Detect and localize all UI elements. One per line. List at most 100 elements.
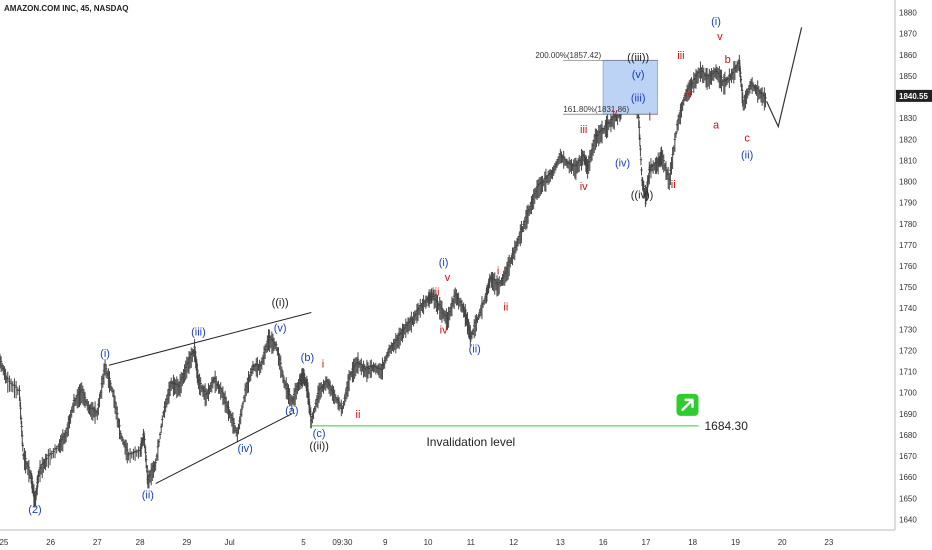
fib-label-200: 200.00%(1857.42)	[535, 51, 601, 60]
wave-label: (i)	[439, 257, 449, 269]
x-tick-label: 27	[93, 538, 102, 547]
price-candles	[0, 54, 767, 508]
projection-path	[766, 27, 803, 129]
wave-label: ((i))	[272, 297, 289, 309]
wave-label: v	[717, 31, 723, 43]
wave-label: (i)	[100, 348, 110, 360]
wave-label: (ii)	[741, 149, 753, 161]
invalidation-line-group: Invalidation level 1684.30	[311, 393, 748, 449]
arrow-icon-glyph	[681, 398, 694, 412]
y-tick-label: 1810	[899, 156, 917, 165]
x-tick-label: 13	[556, 538, 565, 547]
y-tick-label: 1820	[899, 135, 917, 144]
last-price-label: 1840.55	[899, 92, 928, 101]
x-tick-label: 20	[778, 538, 787, 547]
wave-label: iv	[685, 88, 693, 100]
x-tick-label: 25	[0, 538, 9, 547]
y-tick-label: 1870	[899, 30, 917, 39]
y-axis: 1640 1650 1660 1670 1680 1690 1700 1710 1720 1730…	[0, 0, 932, 531]
wave-label: (i)	[711, 16, 721, 28]
wave-label: (a)	[285, 405, 298, 417]
x-tick-label: 18	[688, 538, 697, 547]
wave-label: iv	[580, 181, 588, 193]
x-tick-label: 29	[182, 538, 191, 547]
x-tick-label: 9	[383, 538, 388, 547]
wave-label: a	[713, 120, 720, 132]
wave-label: ii	[356, 409, 361, 421]
wave-label: b	[725, 54, 731, 66]
wave-label: (iv)	[238, 443, 253, 455]
y-tick-label: 1650	[899, 494, 917, 503]
x-axis: 25 26 27 28 29 Jul 5 09:30 9 10 11 12 13 16 17 18 19 20 23	[0, 538, 834, 547]
x-tick-label: 23	[824, 538, 833, 547]
x-tick-label: 5	[301, 538, 306, 547]
wave-label: (ii)	[469, 344, 481, 356]
x-tick-label: Jul	[224, 538, 234, 547]
channel-line	[155, 413, 293, 484]
fib-box: 200.00%(1857.42) 161.80%(1831.86)	[535, 51, 659, 115]
wave-label: i	[497, 265, 499, 277]
y-tick-label: 1780	[899, 220, 917, 229]
y-tick-label: 1640	[899, 515, 917, 524]
last-price-badge	[896, 89, 932, 102]
wave-labels: (2)(i)(ii)(iii)(iv)(v)((i))(b)i(a)(c)((i…	[28, 16, 753, 516]
wave-label: i	[649, 111, 651, 123]
y-tick-label: 1710	[899, 368, 917, 377]
x-tick-label: 10	[424, 538, 433, 547]
wave-label: iii	[580, 124, 587, 136]
wave-label: c	[744, 132, 750, 144]
wave-label: (ii)	[142, 489, 154, 501]
wave-label: v	[445, 272, 451, 284]
y-tick-label: 1800	[899, 178, 917, 187]
y-tick-label: 1730	[899, 325, 917, 334]
projection-line	[766, 27, 803, 129]
wave-label: (iii)	[631, 92, 646, 104]
y-tick-label: 1670	[899, 452, 917, 461]
y-tick-label: 1880	[899, 9, 917, 18]
wave-label: i	[322, 358, 324, 370]
y-tick-label: 1690	[899, 410, 917, 419]
wave-label: ((iv))	[631, 189, 654, 201]
x-tick-label: 11	[467, 538, 476, 547]
wave-label: (iii)	[191, 327, 206, 339]
y-tick-label: 1860	[899, 51, 917, 60]
arrow-up-right-icon	[676, 393, 699, 416]
wave-label: iii	[432, 287, 439, 299]
y-tick-label: 1760	[899, 262, 917, 271]
wave-label: (2)	[28, 504, 41, 516]
invalidation-level-label: Invalidation level	[426, 435, 515, 449]
x-tick-label: 26	[46, 538, 55, 547]
wave-label: ii	[503, 301, 508, 313]
y-tick-label: 1740	[899, 304, 917, 313]
wave-label: (v)	[274, 322, 287, 334]
x-tick-label: 17	[642, 538, 651, 547]
x-tick-label: 09:30	[332, 538, 353, 547]
wave-label: v	[612, 107, 618, 119]
wave-label: (b)	[301, 352, 314, 364]
y-tick-label: 1770	[899, 241, 917, 250]
channel-line	[108, 311, 312, 366]
y-tick-label: 1790	[899, 199, 917, 208]
wave-label: ((iii))	[627, 52, 649, 64]
y-tick-label: 1830	[899, 114, 917, 123]
invalidation-value-label: 1684.30	[704, 419, 748, 433]
y-tick-label: 1750	[899, 283, 917, 292]
x-tick-label: 28	[136, 538, 145, 547]
wave-label: (iv)	[615, 158, 630, 170]
symbol-label: AMAZON.COM INC, 45, NASDAQ	[4, 4, 128, 13]
wave-label: iii	[677, 50, 684, 62]
wave-label: ii	[671, 179, 676, 191]
wave-label: iv	[440, 325, 448, 337]
fib-label-161: 161.80%(1831.86)	[563, 105, 629, 114]
wave-label: (v)	[632, 69, 645, 81]
wave-label: ((ii))	[309, 441, 329, 453]
y-tick-label: 1850	[899, 72, 917, 81]
x-tick-label: 12	[509, 538, 518, 547]
y-tick-label: 1720	[899, 346, 917, 355]
channel-lines	[108, 311, 312, 484]
x-tick-label: 19	[731, 538, 740, 547]
wave-label: (c)	[313, 428, 326, 440]
x-tick-label: 16	[599, 538, 608, 547]
y-tick-label: 1680	[899, 431, 917, 440]
